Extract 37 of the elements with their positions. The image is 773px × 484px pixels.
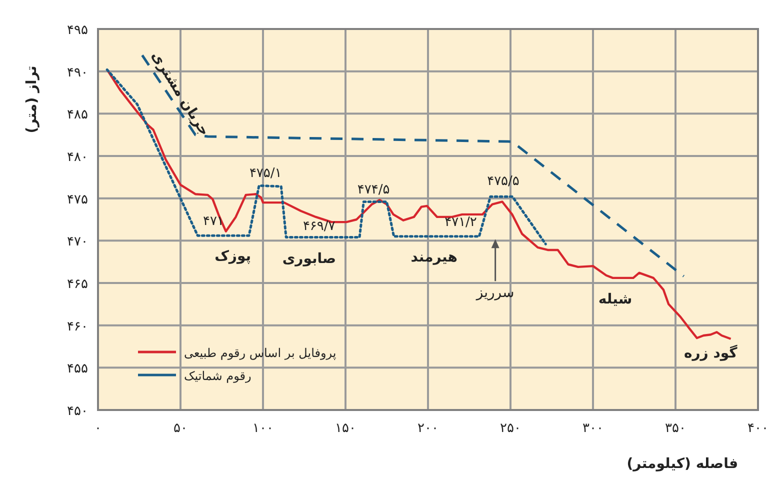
y-tick-label: ۴۸۰ [67, 150, 88, 165]
y-tick-label: ۴۹۵ [67, 23, 88, 38]
y-tick-label: ۴۷۰ [67, 234, 88, 250]
x-axis-title: فاصله (کیلومتر) [626, 456, 738, 472]
x-tick-label: ۱۵۰ [335, 421, 356, 436]
annotation: شیله [598, 292, 632, 308]
x-tick-label: ۵۰ [174, 421, 188, 436]
annotation: جریان مشتری [148, 48, 212, 139]
y-tick-label: ۴۸۵ [67, 108, 88, 123]
y-tick-label: ۴۵۵ [67, 362, 88, 377]
annotation: سرریز [475, 284, 514, 301]
annotation: ۴۷۱ [202, 214, 224, 230]
x-tick-label: ۳۰۰ [582, 421, 604, 436]
annotation: ۴۷۵/۵ [487, 174, 520, 190]
y-tick-label: ۴۶۰ [67, 319, 88, 334]
x-tick-label: ۲۵۰ [500, 421, 521, 436]
annotation: پوزک [214, 248, 252, 264]
y-tick-label: ۴۶۵ [67, 277, 88, 292]
annotation: ۴۷۱/۲ [444, 214, 477, 230]
y-tick-label: ۴۷۵ [67, 192, 88, 208]
legend-label: پروفایل بر اساس رقوم طبیعی [184, 346, 336, 360]
x-tick-label: ۱۰۰ [252, 421, 274, 436]
annotation: ۴۷۵/۱ [249, 166, 282, 182]
annotation: گود زره [684, 344, 738, 362]
annotation: ۴۷۴/۵ [357, 182, 390, 198]
y-axis-title: تراز (متر) [24, 66, 40, 134]
annotation: هیرمند [410, 249, 458, 266]
legend-label: رقوم شماتیک [184, 369, 252, 383]
x-tick-label: ۲۰۰ [418, 421, 438, 436]
x-tick-label: ۴۰۰ [748, 421, 768, 436]
y-tick-label: ۴۵۰ [67, 404, 88, 419]
x-tick-label: ۳۵۰ [665, 421, 686, 436]
annotation: ۴۶۹/۷ [302, 218, 336, 234]
line-series [140, 54, 685, 278]
annotation: صابوری [282, 251, 336, 268]
x-tick-label: ۰ [94, 421, 102, 436]
y-tick-label: ۴۹۰ [67, 65, 88, 80]
